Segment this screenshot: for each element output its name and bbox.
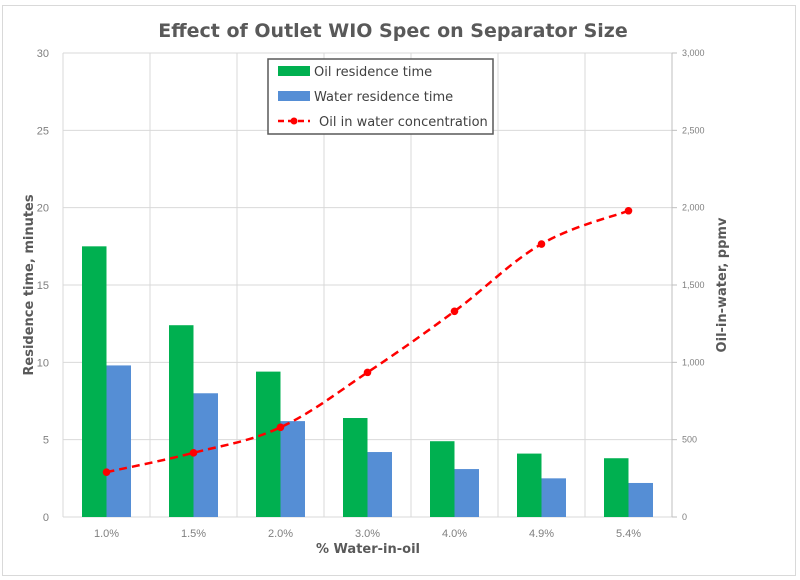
y-axis-label: Residence time, minutes (22, 194, 37, 375)
legend-label-water: Water residence time (314, 90, 453, 105)
x-axis-label: % Water-in-oil (316, 542, 420, 557)
y2-tick-label: 2,000 (682, 203, 705, 213)
oil-in-water-point (450, 307, 459, 316)
y2-tick-label: 2,500 (682, 125, 705, 135)
bar-oil-residence (430, 441, 455, 517)
legend-swatch-water (278, 91, 310, 101)
bar-water-residence (193, 393, 218, 517)
y2-tick-label: 3,000 (682, 48, 705, 58)
bar-oil-residence (604, 458, 629, 517)
y-tick-label: 0 (43, 512, 49, 524)
legend: Oil residence time Water residence time … (267, 58, 494, 135)
x-tick-label: 4.9% (529, 528, 554, 540)
y-tick-label: 20 (37, 203, 49, 215)
bar-water-residence (541, 478, 566, 517)
bar-oil-residence (517, 453, 542, 517)
y2-tick-label: 0 (682, 512, 687, 522)
oil-in-water-point (102, 468, 111, 476)
y-tick-label: 10 (37, 357, 49, 369)
y-tick-label: 25 (37, 125, 49, 137)
y-tick-label: 30 (37, 48, 49, 60)
oil-in-water-point (276, 423, 285, 432)
bar-oil-residence (82, 246, 107, 518)
x-tick-label: 4.0% (442, 528, 467, 540)
bar-oil-residence (343, 418, 368, 517)
x-tick-label: 5.4% (616, 528, 641, 540)
bar-water-residence (628, 482, 653, 517)
x-tick-label: 2.0% (268, 528, 293, 540)
legend-label-oil: Oil residence time (314, 65, 432, 80)
y-tick-label: 15 (37, 280, 49, 292)
bar-oil-residence (256, 371, 281, 517)
bar-oil-residence (169, 325, 194, 517)
x-tick-label: 1.0% (94, 528, 119, 540)
chart-frame (2, 5, 796, 576)
line-series (102, 206, 633, 476)
legend-marker-oiw (290, 117, 298, 125)
y-axis-right: 0 500 1,000 1,500 2,000 2,500 3,000 (672, 48, 705, 522)
oil-in-water-point (624, 206, 633, 215)
y-axis-left: 0 5 10 15 20 25 30 (37, 48, 49, 524)
bar-water-residence (367, 452, 392, 517)
bars (82, 246, 653, 518)
chart-title: Effect of Outlet WIO Spec on Separator S… (158, 20, 628, 42)
oil-in-water-point (537, 240, 546, 248)
bar-water-residence (280, 421, 305, 517)
y2-axis-label: Oil-in-water, ppmv (715, 217, 730, 352)
oil-in-water-point (189, 449, 198, 457)
y2-tick-label: 1,000 (682, 357, 705, 367)
bar-water-residence (454, 469, 479, 517)
x-tick-label: 3.0% (355, 528, 380, 540)
legend-label-oiw: Oil in water concentration (319, 115, 488, 130)
x-tick-label: 1.5% (181, 528, 206, 540)
y2-tick-label: 1,500 (682, 280, 705, 290)
y2-tick-label: 500 (682, 435, 697, 445)
y-tick-label: 5 (43, 435, 49, 447)
x-axis: 1.0% 1.5% 2.0% 3.0% 4.0% 4.9% 5.4% (94, 528, 641, 540)
bar-water-residence (106, 365, 131, 517)
legend-swatch-oil (278, 66, 310, 76)
oil-in-water-point (363, 368, 372, 377)
